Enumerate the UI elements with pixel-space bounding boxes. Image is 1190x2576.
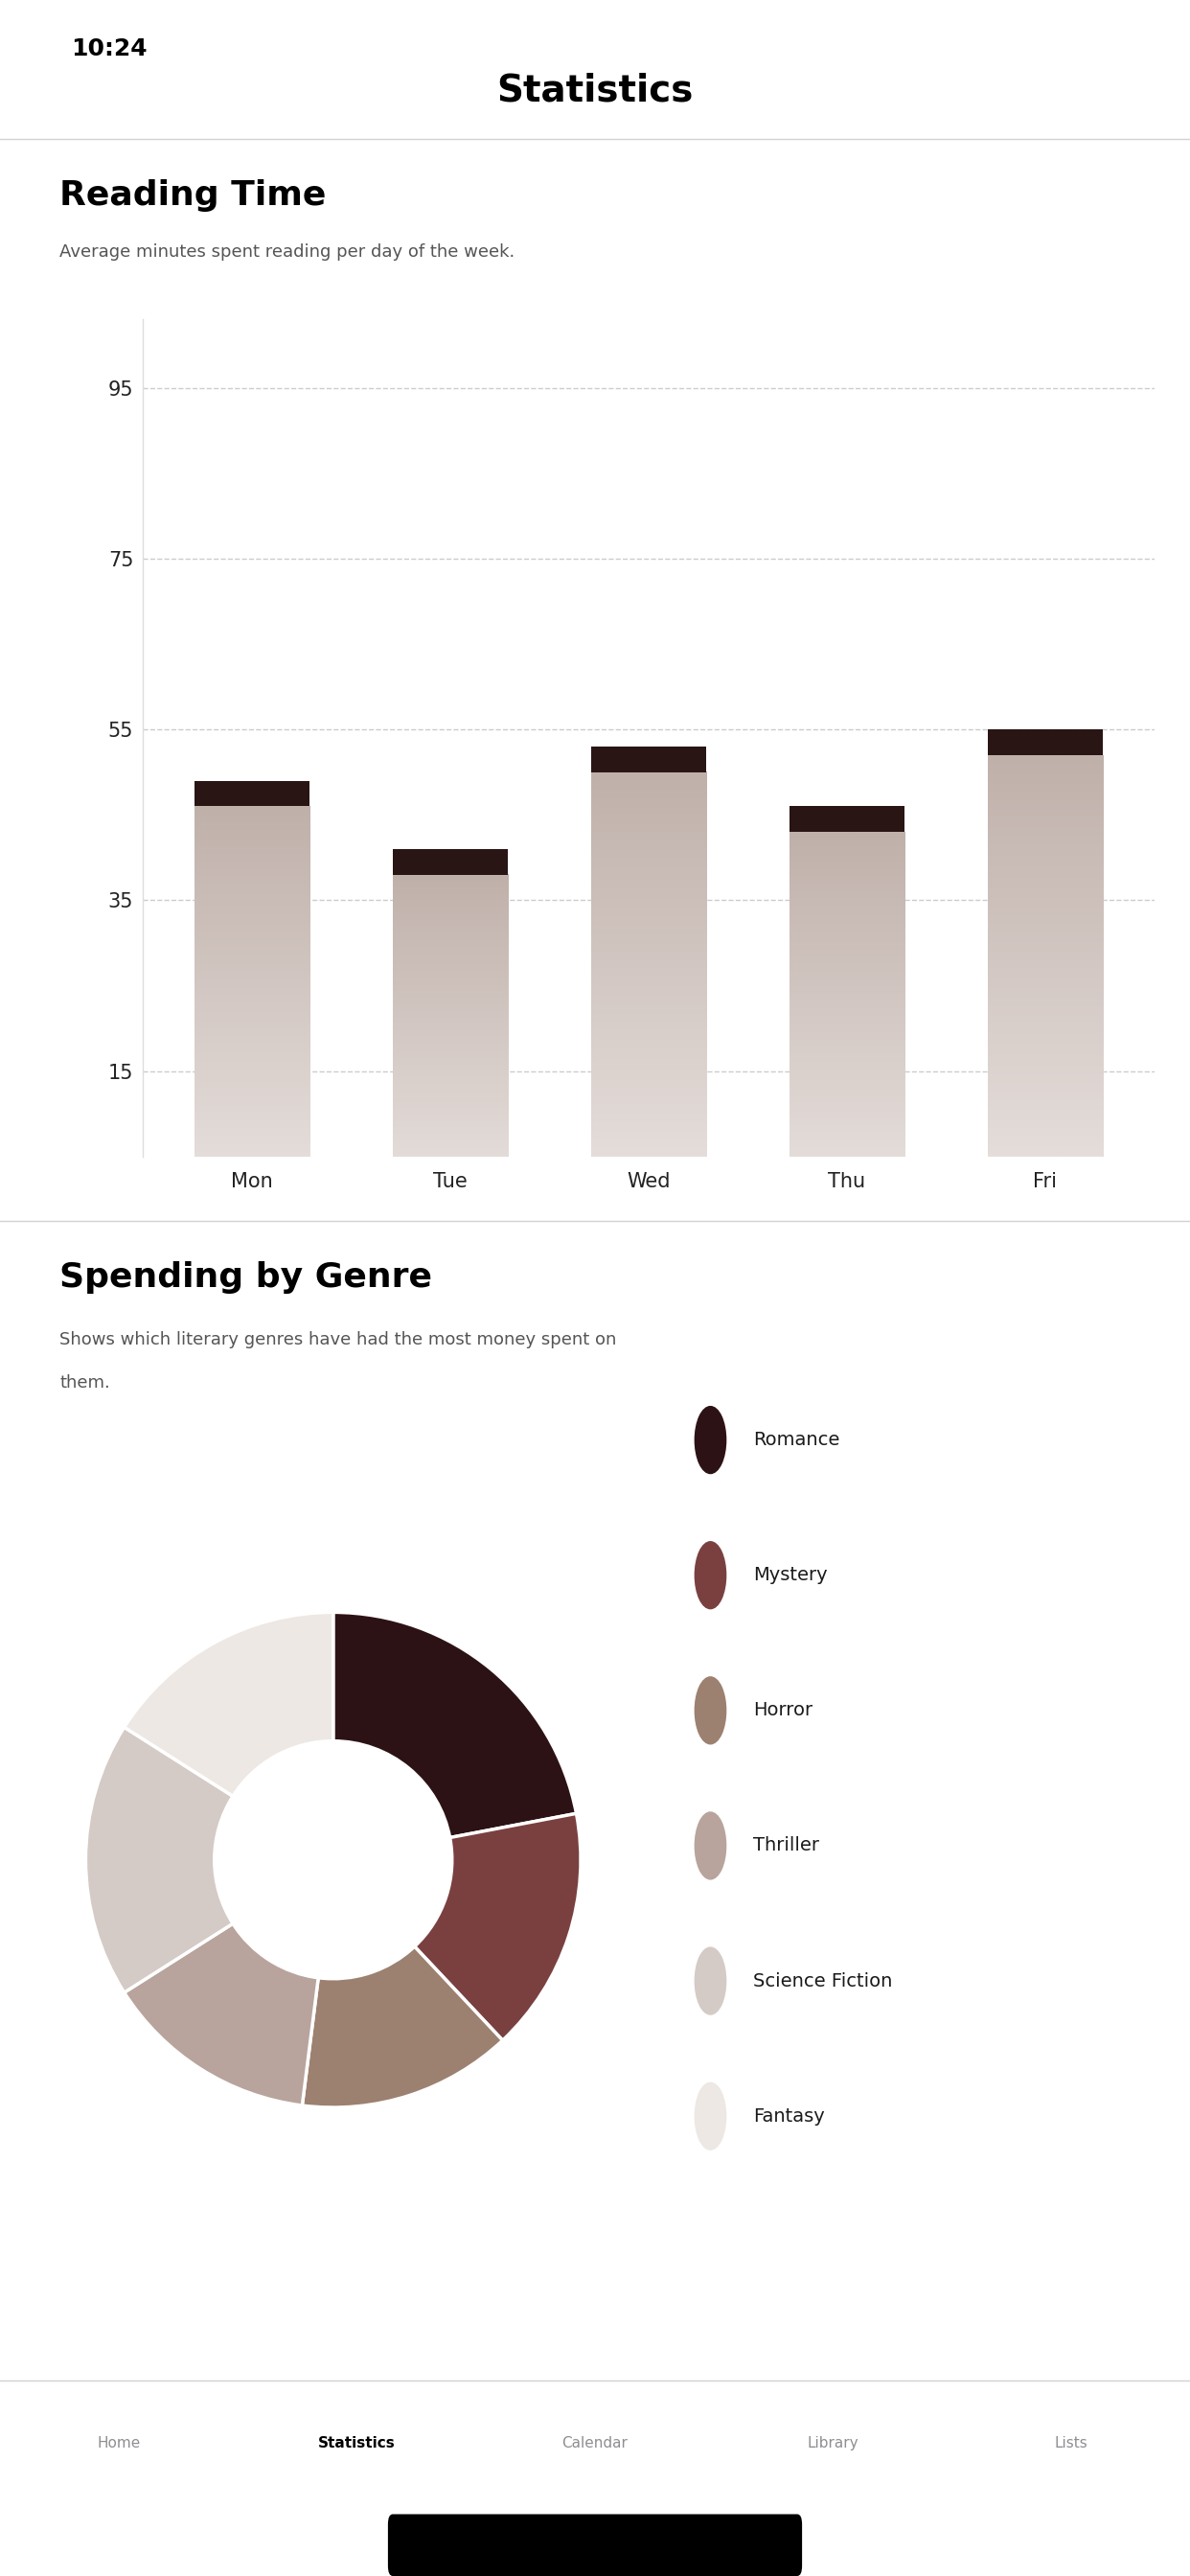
- Text: Mystery: Mystery: [753, 1566, 828, 1584]
- Circle shape: [695, 2081, 726, 2148]
- Wedge shape: [86, 1728, 233, 1991]
- Text: Science Fiction: Science Fiction: [753, 1971, 892, 1991]
- Text: Library: Library: [807, 2437, 859, 2450]
- Text: Lists: Lists: [1054, 2437, 1088, 2450]
- Text: Romance: Romance: [753, 1430, 840, 1450]
- Text: Average minutes spent reading per day of the week.: Average minutes spent reading per day of…: [60, 245, 515, 260]
- Circle shape: [695, 1540, 726, 1607]
- Wedge shape: [414, 1814, 581, 2040]
- Text: Spending by Genre: Spending by Genre: [60, 1262, 432, 1293]
- FancyBboxPatch shape: [0, 2380, 1190, 2576]
- Text: Calendar: Calendar: [562, 2437, 628, 2450]
- Text: 10:24: 10:24: [71, 39, 148, 59]
- Wedge shape: [124, 1613, 333, 1795]
- Bar: [393, 850, 508, 876]
- Circle shape: [695, 1947, 726, 2014]
- Text: Reading Time: Reading Time: [60, 180, 326, 211]
- Circle shape: [695, 1677, 726, 1744]
- Wedge shape: [333, 1613, 576, 1837]
- FancyBboxPatch shape: [0, 139, 1190, 1221]
- Text: Statistics: Statistics: [318, 2437, 396, 2450]
- Text: Statistics: Statistics: [496, 72, 694, 108]
- Bar: [194, 781, 309, 806]
- FancyBboxPatch shape: [0, 1221, 1190, 2380]
- Bar: [591, 747, 706, 773]
- FancyBboxPatch shape: [0, 0, 1190, 139]
- Text: Thriller: Thriller: [753, 1837, 820, 1855]
- Wedge shape: [302, 1947, 502, 2107]
- Text: Fantasy: Fantasy: [753, 2107, 825, 2125]
- FancyBboxPatch shape: [388, 2514, 802, 2576]
- Text: Home: Home: [98, 2437, 140, 2450]
- Circle shape: [695, 1814, 726, 1880]
- Text: Horror: Horror: [753, 1700, 813, 1721]
- Text: them.: them.: [60, 1376, 109, 1391]
- Bar: [988, 729, 1103, 755]
- Bar: [789, 806, 904, 832]
- Wedge shape: [124, 1924, 318, 2105]
- Circle shape: [695, 1406, 726, 1473]
- Text: Shows which literary genres have had the most money spent on: Shows which literary genres have had the…: [60, 1332, 616, 1347]
